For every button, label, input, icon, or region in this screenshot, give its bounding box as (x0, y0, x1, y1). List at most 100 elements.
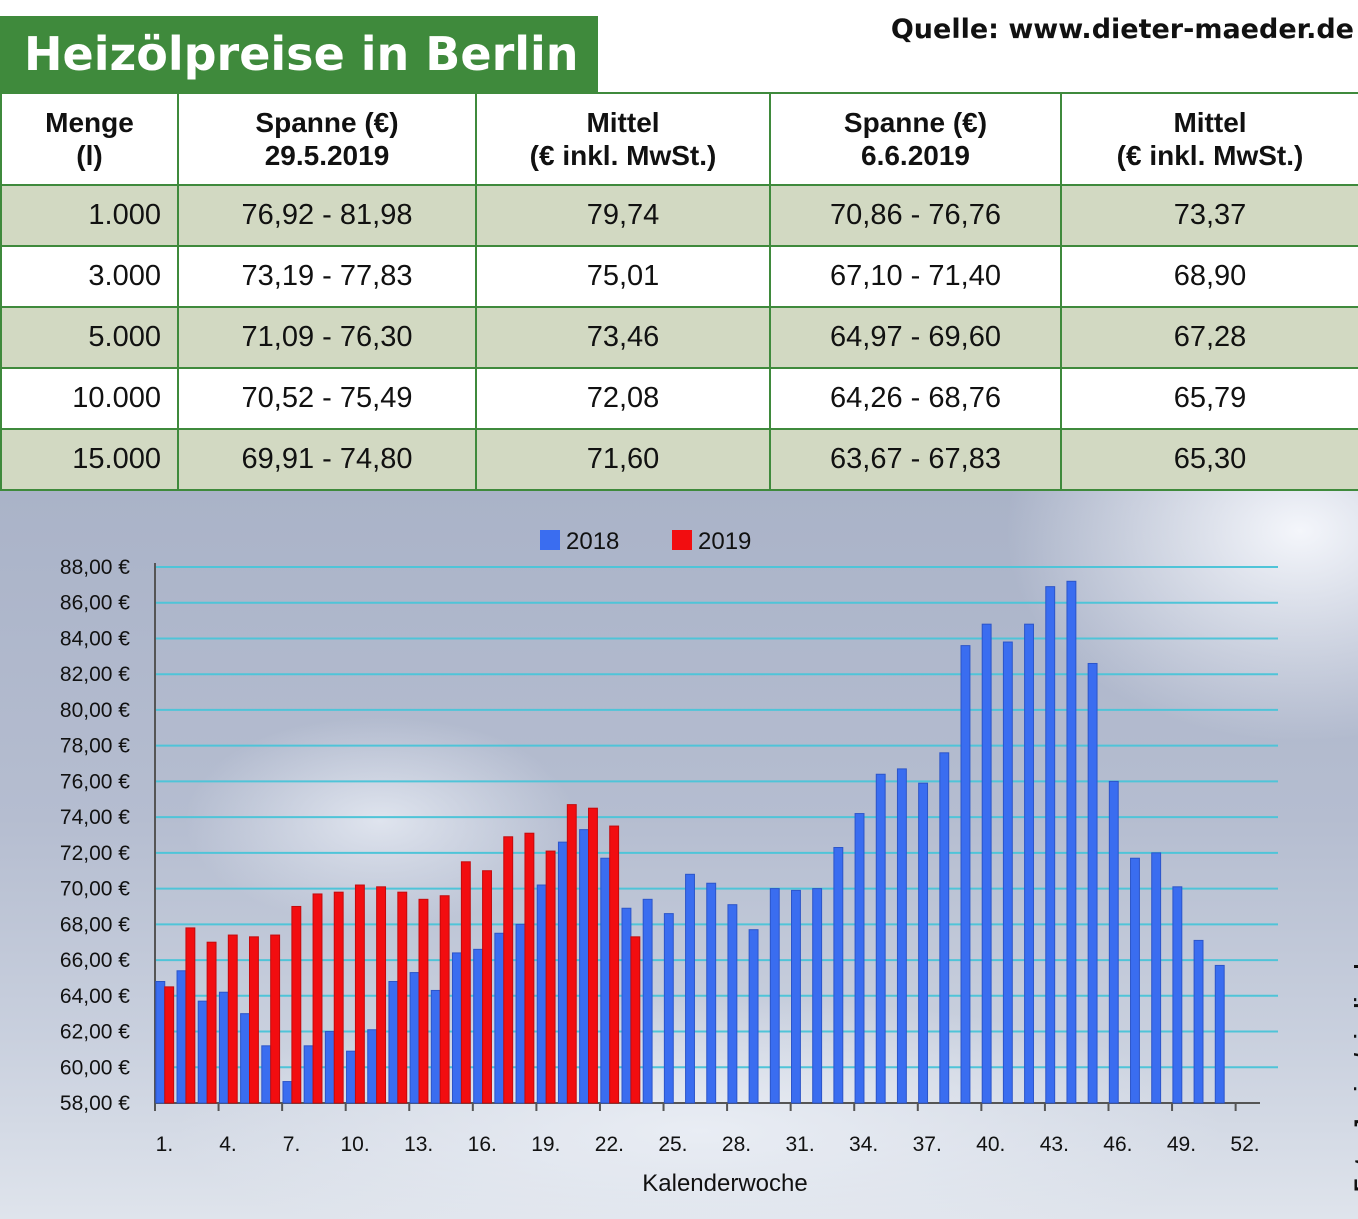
x-tick-label: 40. (976, 1133, 1005, 1156)
y-tick-label: 58,00 € (60, 1092, 130, 1115)
y-tick-label: 88,00 € (60, 556, 130, 579)
table-cell: 67,28 (1060, 306, 1358, 369)
y-tick-label: 66,00 € (60, 949, 130, 972)
header-line: 6.6.2019 (861, 140, 970, 171)
bar-2019 (566, 804, 577, 1104)
bar-2019 (206, 941, 217, 1104)
bar-2019 (270, 934, 281, 1104)
bar-2018 (155, 981, 166, 1104)
y-tick-label: 72,00 € (60, 842, 130, 865)
table-cell: 69,91 - 74,80 (177, 428, 477, 491)
x-tick-label: 13. (404, 1133, 433, 1156)
y-tick-label: 60,00 € (60, 1056, 130, 1079)
table-cell: 15.000 (0, 428, 179, 491)
bar-2018 (791, 889, 801, 1104)
bar-2018 (1024, 623, 1034, 1104)
legend-swatch (672, 530, 692, 550)
y-tick-label: 84,00 € (60, 627, 130, 650)
bar-2018 (769, 888, 780, 1104)
x-tick-label: 7. (283, 1133, 301, 1156)
y-tick-label: 76,00 € (60, 770, 130, 793)
bar-2019 (376, 886, 387, 1104)
bar-2018 (939, 752, 950, 1104)
table-cell: 65,79 (1060, 367, 1358, 430)
header-menge: Menge (l) (0, 92, 179, 186)
header-mittel-2: Mittel (€ inkl. MwSt.) (1060, 92, 1358, 186)
y-tick-label: 82,00 € (60, 663, 130, 686)
table-cell: 73,37 (1060, 184, 1358, 247)
x-tick-label: 43. (1040, 1133, 1069, 1156)
bar-2018 (748, 929, 759, 1104)
table-cell: 70,52 - 75,49 (177, 367, 477, 430)
bar-2019 (397, 891, 408, 1104)
bar-2018 (642, 898, 653, 1104)
bar-2018 (282, 1081, 293, 1104)
bar-2018 (685, 873, 695, 1104)
bar-2018 (960, 645, 971, 1104)
bar-2018 (536, 884, 547, 1104)
photo-credit: Foto: Joujou/pixelio.de (1350, 951, 1358, 1192)
table-cell: 71,60 (475, 428, 771, 491)
header-line: 29.5.2019 (264, 140, 390, 171)
x-tick-label: 25. (658, 1133, 687, 1156)
x-tick-label: 4. (219, 1133, 237, 1156)
bar-2018 (176, 970, 187, 1104)
x-tick-label: 34. (849, 1133, 878, 1156)
x-tick-label: 1. (156, 1133, 174, 1156)
bar-2019 (630, 936, 641, 1104)
bar-2018 (303, 1045, 314, 1104)
bar-2019 (185, 927, 196, 1104)
table-cell: 79,74 (475, 184, 771, 247)
bar-2018 (833, 847, 844, 1104)
y-tick-label: 80,00 € (60, 699, 130, 722)
x-tick-label: 46. (1103, 1133, 1132, 1156)
bar-2018 (367, 1029, 378, 1104)
table-header-row: Menge (l) Spanne (€) 29.5.2019 Mittel (€ in… (0, 92, 1358, 186)
bar-2018 (812, 888, 823, 1104)
header-line: Mittel (1173, 107, 1247, 138)
bar-2019 (545, 850, 556, 1104)
bar-2018 (875, 773, 886, 1104)
y-tick-label: 68,00 € (60, 913, 130, 936)
legend-label: 2019 (698, 528, 751, 555)
x-tick-label: 37. (913, 1133, 942, 1156)
bar-2018 (261, 1045, 272, 1104)
bar-2018 (388, 981, 399, 1104)
bar-2018 (1130, 857, 1140, 1104)
bar-2018 (1002, 641, 1013, 1104)
bar-2018 (727, 904, 738, 1104)
bar-2019 (588, 807, 598, 1104)
bar-2018 (621, 907, 632, 1104)
table-cell: 73,19 - 77,83 (177, 245, 477, 308)
bar-2018 (1214, 964, 1225, 1104)
x-tick-label: 10. (341, 1133, 370, 1156)
table-cell: 75,01 (475, 245, 771, 308)
x-tick-label: 22. (595, 1133, 624, 1156)
bar-2018 (1172, 886, 1183, 1104)
bar-2019 (227, 934, 238, 1104)
bar-2018 (557, 841, 568, 1104)
header-line: (€ inkl. MwSt.) (529, 140, 717, 171)
bar-2018 (663, 913, 674, 1104)
bar-2018 (1045, 586, 1056, 1104)
bar-2019 (291, 905, 302, 1104)
header-spanne-2: Spanne (€) 6.6.2019 (769, 92, 1062, 186)
bar-2019 (482, 870, 492, 1104)
header-line: Spanne (€) (843, 107, 988, 138)
table-row: 3.000 73,19 - 77,83 75,01 67,10 - 71,40 … (0, 245, 1358, 308)
table-row: 5.000 71,09 - 76,30 73,46 64,97 - 69,60 … (0, 306, 1358, 369)
table-cell: 76,92 - 81,98 (177, 184, 477, 247)
table-cell: 73,46 (475, 306, 771, 369)
bar-2019 (333, 891, 344, 1104)
header-line: Mittel (586, 107, 660, 138)
source-credit: Quelle: www.dieter-maeder.de (890, 14, 1354, 45)
bar-2019 (418, 898, 429, 1104)
bar-2018 (430, 989, 441, 1104)
table-cell: 63,67 - 67,83 (769, 428, 1062, 491)
x-tick-label: 16. (468, 1133, 497, 1156)
bar-2019 (609, 825, 620, 1104)
table-cell: 72,08 (475, 367, 771, 430)
table-cell: 67,10 - 71,40 (769, 245, 1062, 308)
x-tick-label: 52. (1230, 1133, 1259, 1156)
bar-2019 (439, 895, 450, 1104)
